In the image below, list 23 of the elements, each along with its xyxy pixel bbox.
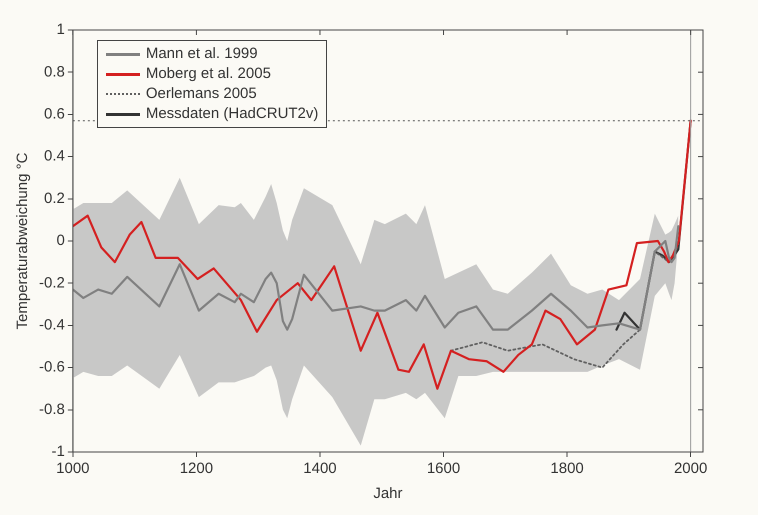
y-tick-label: 0.4 xyxy=(44,148,65,165)
x-tick-label: 1200 xyxy=(180,460,214,478)
y-axis-title: Temperaturabweichung °C xyxy=(14,152,32,330)
legend-label: Mann et al. 1999 xyxy=(146,44,258,64)
y-tick-label: -0.8 xyxy=(38,400,65,418)
x-tick-label: 1000 xyxy=(56,460,90,478)
y-tick-label: 0.6 xyxy=(44,106,65,123)
y-tick-label: 0 xyxy=(56,232,65,250)
y-tick-label: 1 xyxy=(56,21,65,38)
legend-label: Oerlemans 2005 xyxy=(146,84,257,104)
x-axis-title: Jahr xyxy=(373,485,403,502)
legend-label: Messdaten (HadCRUT2v) xyxy=(146,104,318,124)
y-tick-label: 0.8 xyxy=(44,63,65,80)
y-tick-label: -0.2 xyxy=(38,274,65,292)
x-tick-label: 1800 xyxy=(550,460,584,478)
y-tick-label: -1 xyxy=(52,443,65,460)
x-tick-label: 1400 xyxy=(303,460,337,478)
y-tick-label: -0.6 xyxy=(38,358,65,376)
y-tick-label: 0.2 xyxy=(44,190,65,207)
x-tick-label: 1600 xyxy=(426,460,460,478)
y-tick-label: -0.4 xyxy=(38,316,65,334)
x-tick-label: 2000 xyxy=(674,460,708,478)
legend-label: Moberg et al. 2005 xyxy=(146,64,271,84)
